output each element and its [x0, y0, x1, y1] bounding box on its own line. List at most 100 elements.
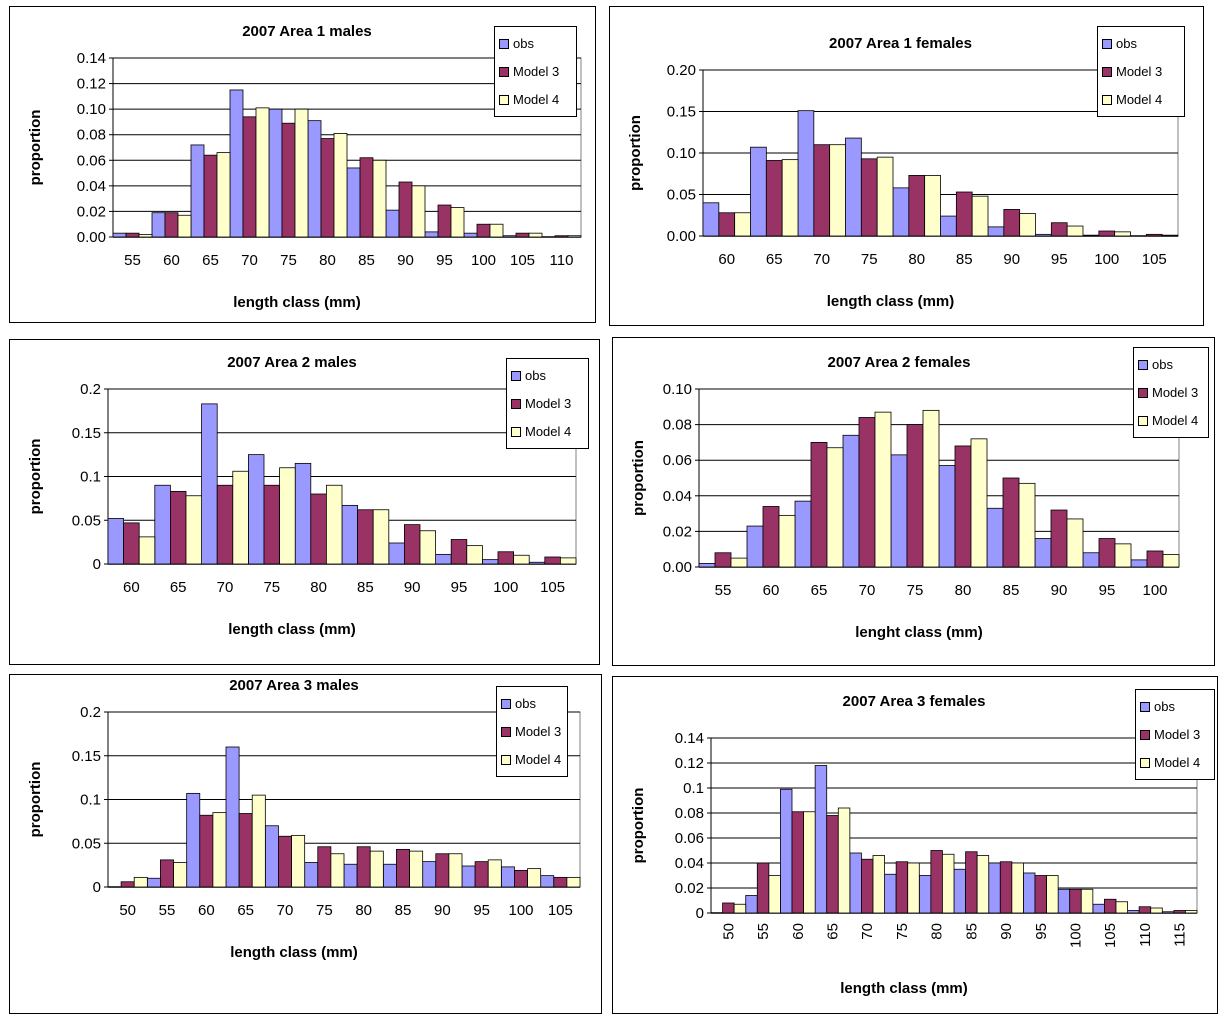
bar-model4 — [489, 223, 504, 238]
bar-model4 — [255, 107, 270, 238]
bar-model4 — [1066, 518, 1084, 568]
bar-model3 — [278, 835, 292, 888]
y-tick-label: 0.15 — [72, 425, 101, 442]
bar-obs — [268, 108, 283, 238]
bar-model4 — [448, 853, 463, 888]
y-tick-label: 0.02 — [675, 880, 704, 897]
x-tick-label: 90 — [1003, 251, 1020, 268]
y-axis-label: proportion — [27, 762, 44, 838]
bar-model3 — [1050, 509, 1068, 568]
bar-model4 — [1046, 875, 1059, 914]
bar-obs — [702, 202, 720, 237]
y-tick-label: 0.08 — [77, 127, 106, 144]
y-tick-label: 0.14 — [675, 730, 704, 747]
chart-title: 2007 Area 2 females — [828, 354, 971, 371]
legend-item-model3: Model 3 — [1140, 721, 1210, 749]
bar-model3 — [762, 506, 780, 568]
y-tick-label: 0.08 — [675, 805, 704, 822]
chart-panel-area3-females: 2007 Area 3 females 0 0.02 0.04 0.06 0.08 0.1 0… — [612, 676, 1218, 1014]
legend-label: Model 3 — [1116, 64, 1163, 79]
bar-obs — [341, 504, 359, 565]
x-tick-label: 85 — [956, 251, 973, 268]
y-axis-label: proportion — [630, 788, 647, 864]
legend-label: obs — [1154, 699, 1175, 714]
legend-swatch — [499, 94, 509, 105]
x-tick-label: 75 — [316, 902, 333, 919]
bar-obs — [953, 868, 966, 914]
bar-model4 — [567, 235, 582, 238]
bar-obs — [146, 877, 161, 888]
chart-title: 2007 Area 2 males — [227, 354, 357, 371]
y-axis-label: proportion — [27, 110, 44, 186]
bar-model3 — [125, 232, 140, 238]
bar-model3 — [722, 902, 735, 914]
bar-model3 — [554, 235, 569, 238]
bar-model4 — [173, 862, 188, 888]
chart-panel-area2-females: 2007 Area 2 females 0.00 0.02 0.04 0.06 0.08 0… — [612, 337, 1215, 666]
bar-obs — [892, 187, 910, 237]
bar-model4 — [1011, 862, 1024, 914]
bar-model3 — [765, 160, 783, 237]
legend-item-obs: obs — [1102, 30, 1180, 58]
chart-svg: 2007 Area 2 females 0.00 0.02 0.04 0.06 0.08 0… — [630, 354, 1180, 641]
bar-obs — [151, 212, 166, 238]
x-tick-label: 75 — [894, 923, 911, 940]
chart-svg: 2007 Area 1 females 0.00 0.05 0.10 0.15 0.20 6… — [627, 35, 1179, 310]
bar-model3 — [281, 122, 296, 238]
bar-model3 — [359, 157, 374, 238]
bar-obs — [1127, 910, 1140, 914]
bar-obs — [229, 89, 244, 238]
bar-model3 — [756, 862, 770, 914]
x-tick-label: 110 — [550, 252, 574, 269]
bar-model3 — [955, 191, 973, 237]
bar-model3 — [810, 442, 828, 568]
bar-model3 — [160, 859, 174, 888]
x-tick-label: 55 — [159, 902, 176, 919]
legend-label: Model 4 — [1116, 92, 1163, 107]
bar-model3 — [999, 861, 1013, 914]
legend-item-obs: obs — [499, 30, 572, 58]
bar-obs — [502, 235, 517, 238]
bar-obs — [814, 765, 828, 914]
bar-model4 — [733, 903, 747, 914]
y-axis-label: proportion — [27, 439, 44, 515]
bar-model4 — [411, 185, 426, 238]
bar-obs — [112, 232, 127, 238]
legend-label: Model 3 — [1152, 385, 1199, 400]
x-tick-label: 90 — [434, 902, 451, 919]
bar-model3 — [1002, 477, 1020, 568]
bar-obs — [1082, 234, 1100, 237]
bar-model4 — [907, 862, 920, 914]
x-tick-label: 100 — [471, 252, 496, 269]
bar-model3 — [813, 144, 831, 237]
bar-model4 — [1018, 482, 1036, 568]
y-tick-label: 0.15 — [72, 748, 101, 765]
x-tick-label: 75 — [280, 252, 297, 269]
y-tick-label: 0.05 — [72, 835, 101, 852]
bar-obs — [201, 403, 218, 565]
bar-obs — [247, 454, 265, 565]
x-tick-label: 90 — [404, 579, 421, 596]
bar-model3 — [403, 524, 421, 565]
legend-swatch — [1138, 415, 1148, 426]
bar-model3 — [1034, 875, 1047, 914]
y-tick-label: 0.10 — [667, 145, 696, 162]
bar-model4 — [778, 514, 796, 568]
legend-item-model4: Model 4 — [501, 746, 563, 774]
bar-model3 — [356, 846, 371, 888]
bar-model3 — [357, 509, 374, 565]
chart-svg: 2007 Area 1 males 0.00 0.02 0.04 0.06 0.08 0.1… — [27, 23, 582, 311]
bar-model4 — [837, 807, 851, 914]
y-tick-label: 0.10 — [77, 101, 106, 118]
y-tick-label: 0.10 — [663, 381, 692, 398]
bar-model3 — [860, 158, 878, 237]
bar-model4 — [177, 214, 192, 238]
bar-obs — [1082, 552, 1100, 568]
bar-model3 — [791, 811, 804, 914]
bar-model3 — [310, 493, 327, 565]
chart-title: 2007 Area 3 females — [843, 693, 986, 710]
x-tick-label: 75 — [263, 579, 280, 596]
x-tick-label: 70 — [217, 579, 234, 596]
bar-model4 — [528, 232, 543, 238]
bar-obs — [1023, 872, 1036, 914]
